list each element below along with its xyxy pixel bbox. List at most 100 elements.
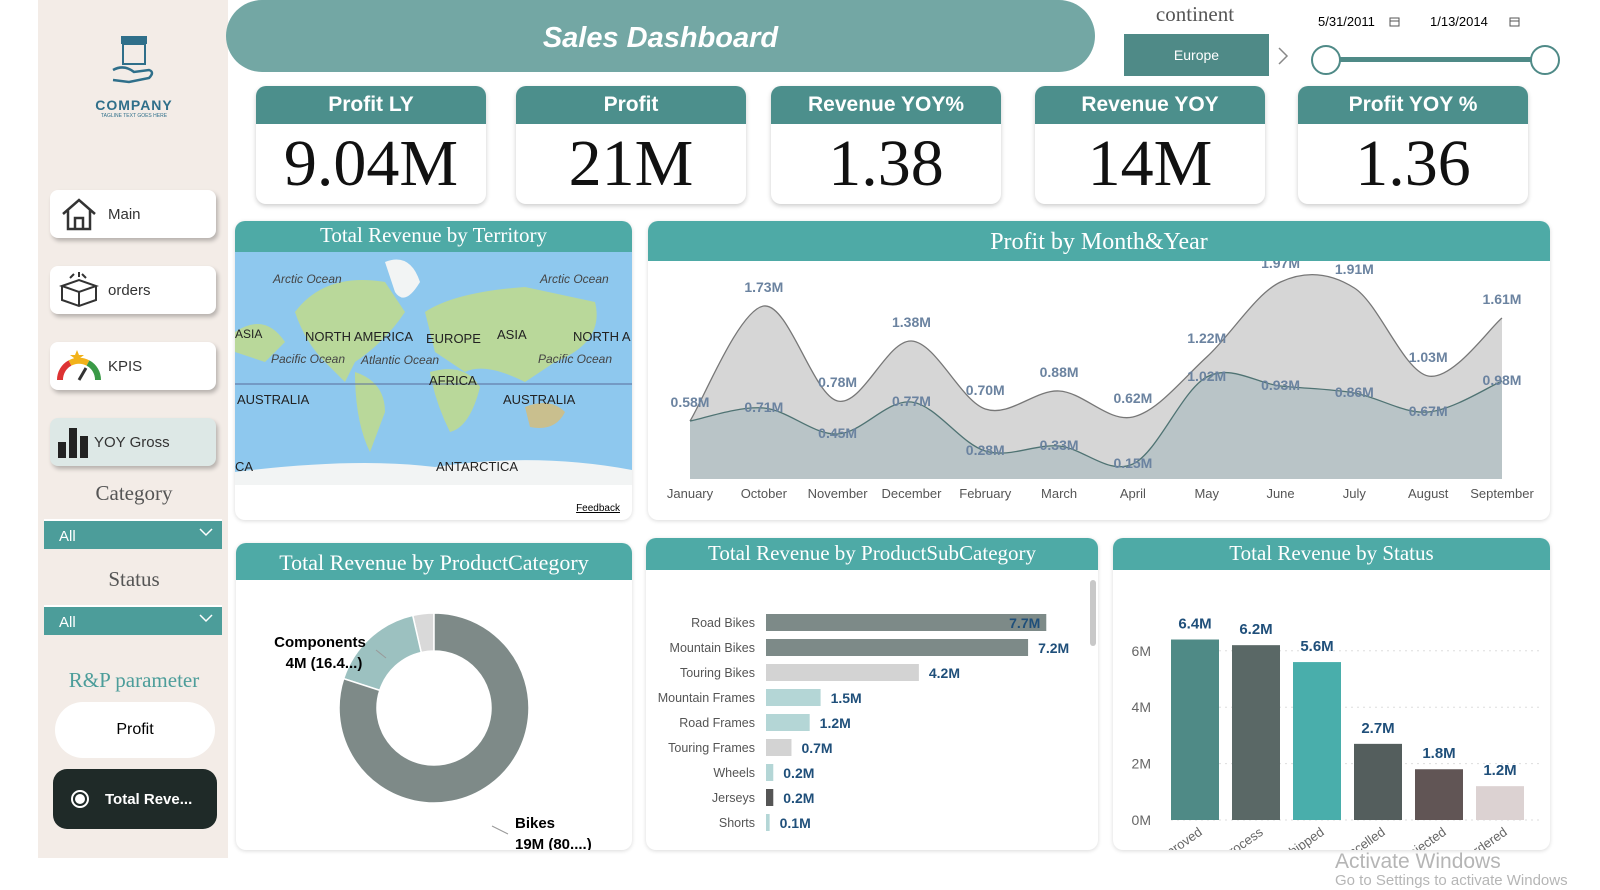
data-label: 0.77M (892, 393, 931, 409)
category-value: All (59, 528, 76, 545)
map-label: AUSTRALIA (237, 392, 310, 407)
donut-label-name: Bikes (515, 815, 555, 832)
nav-label: YOY Gross (94, 433, 170, 451)
date-slider-start-handle[interactable] (1311, 45, 1341, 75)
map-landmasses (235, 259, 632, 485)
area-series-line (689, 273, 1503, 422)
x-tick-label: February (959, 486, 1012, 501)
status-dropdown[interactable]: All (44, 605, 222, 635)
map-feedback-link[interactable]: Feedback (576, 503, 620, 514)
nav-orders[interactable]: orders (50, 266, 216, 314)
data-label: 0.45M (818, 425, 857, 441)
bar (1354, 743, 1402, 820)
category-label: Mountain Bikes (670, 641, 755, 655)
bar (766, 714, 810, 731)
data-label: 5.6M (1300, 638, 1333, 655)
leader-line (491, 825, 509, 835)
map-label: NORTH A (573, 329, 631, 344)
category-label: Road Bikes (691, 616, 755, 630)
end-date-value: 1/13/2014 (1430, 14, 1488, 29)
product-category-donut: Components 4M (16.4...) Bikes 19M (80....) (274, 612, 592, 850)
start-date-input[interactable]: 5/31/2011 (1308, 8, 1408, 34)
data-label: 1.03M (1409, 349, 1448, 365)
area-series-fill (690, 372, 1502, 479)
kpi-title: Profit YOY % (1298, 86, 1528, 124)
map-label: Atlantic Ocean (361, 353, 440, 367)
x-tick-label: Cancelled (1332, 824, 1388, 850)
x-tick-label: September (1470, 486, 1534, 501)
calendar-icon[interactable] (1509, 15, 1520, 30)
store-logo-icon (112, 36, 154, 84)
nav-kpis[interactable]: KPIS (50, 342, 216, 390)
logo-tagline: TAGLINE TEXT GOES HERE (100, 113, 168, 119)
x-tick-label: Backordered (1441, 824, 1510, 850)
home-icon (56, 196, 102, 232)
chevron-right-icon[interactable] (1276, 46, 1290, 71)
nav-yoy-gross[interactable]: YOY Gross (50, 418, 216, 466)
map-label: ASIA (235, 327, 263, 341)
bar (766, 614, 1047, 631)
map-label: CA (235, 459, 254, 474)
x-tick-label: Shipped (1279, 824, 1327, 850)
scrollbar[interactable] (1090, 580, 1096, 646)
company-logo: COMPANY TAGLINE TEXT GOES HERE (88, 30, 180, 119)
date-slider-end-handle[interactable] (1530, 45, 1560, 75)
profit-area-chart: 0.58M 1.73M 0.78M 1.38M 0.70M 0.88M 0.62M 1.22M… (667, 255, 1535, 501)
calendar-icon[interactable] (1389, 15, 1400, 30)
param-option-total-revenue[interactable]: Total Reve... (53, 769, 217, 829)
data-label: 0.71M (744, 399, 783, 415)
nav-main[interactable]: Main (50, 190, 216, 238)
data-label: 1.73M (744, 279, 783, 295)
data-label: 0.2M (783, 765, 814, 781)
product-subcategory-panel: Total Revenue by ProductSubCategory Road… (646, 538, 1098, 850)
category-dropdown[interactable]: All (44, 519, 222, 549)
map-label: AFRICA (429, 373, 477, 388)
data-label: 4.2M (929, 665, 960, 681)
watermark-line2: Go to Settings to activate Windows (1335, 872, 1568, 889)
data-label: 2.7M (1361, 720, 1394, 737)
data-label: 0.98M (1483, 372, 1522, 388)
nav-label: orders (108, 281, 151, 299)
map-label: Arctic Ocean (540, 272, 609, 286)
kpi-title: Revenue YOY% (771, 86, 1001, 124)
kpi-profit-ly: Profit LY 9.04M (256, 86, 486, 204)
map-label: ANTARCTICA (436, 459, 519, 474)
category-label: Category (95, 481, 173, 505)
bar (766, 689, 821, 706)
category-label: Jerseys (712, 791, 755, 805)
data-label: 7.7M (1009, 615, 1040, 631)
subcategory-bar-chart: Road Bikes 7.7M Mountain Bikes 7.2M Touring … (658, 614, 1069, 831)
x-tick-label: Approved (1151, 824, 1205, 850)
bar (766, 789, 774, 806)
x-tick-label: July (1343, 486, 1367, 501)
continent-button-europe[interactable]: Europe (1124, 34, 1269, 76)
x-tick-label: Rejected (1398, 824, 1449, 850)
data-label: 7.2M (1038, 640, 1069, 656)
data-label: 0.93M (1261, 377, 1300, 393)
bar (1171, 639, 1219, 820)
end-date-input[interactable]: 1/13/2014 (1420, 8, 1530, 34)
data-label: 0.62M (1113, 390, 1152, 406)
data-label: 0.58M (671, 394, 710, 410)
x-tick-label: October (741, 486, 788, 501)
data-label: 0.33M (1040, 437, 1079, 453)
data-label: 0.86M (1335, 384, 1374, 400)
category-label: Mountain Frames (658, 691, 755, 705)
territory-map-panel: Total Revenue by Territory Arctic Ocean … (235, 221, 632, 520)
world-map[interactable]: Arctic Ocean Arctic Ocean ASIA NORTH AME… (235, 252, 632, 485)
panel-title: Total Revenue by Territory (235, 221, 632, 252)
map-label: ASIA (497, 327, 527, 342)
param-option-profit[interactable]: Profit (55, 702, 215, 758)
panel-title: Total Revenue by Status (1113, 538, 1550, 570)
date-slider-track[interactable] (1325, 57, 1545, 62)
bar (766, 664, 919, 681)
data-label: 0.70M (966, 382, 1005, 398)
donut-label-name: Components (274, 634, 366, 651)
bar-chart-icon (56, 424, 90, 460)
bar (1415, 769, 1463, 820)
donut-slice-components (342, 614, 423, 692)
box-icon (56, 272, 102, 308)
status-bar-chart: 0M 2M 4M 6M 6.4M Approved 6.2M In process 5.6M Sh… (1132, 616, 1543, 850)
kpi-revenue-yoy-pct: Revenue YOY% 1.38 (771, 86, 1001, 204)
x-tick-label: March (1041, 486, 1077, 501)
